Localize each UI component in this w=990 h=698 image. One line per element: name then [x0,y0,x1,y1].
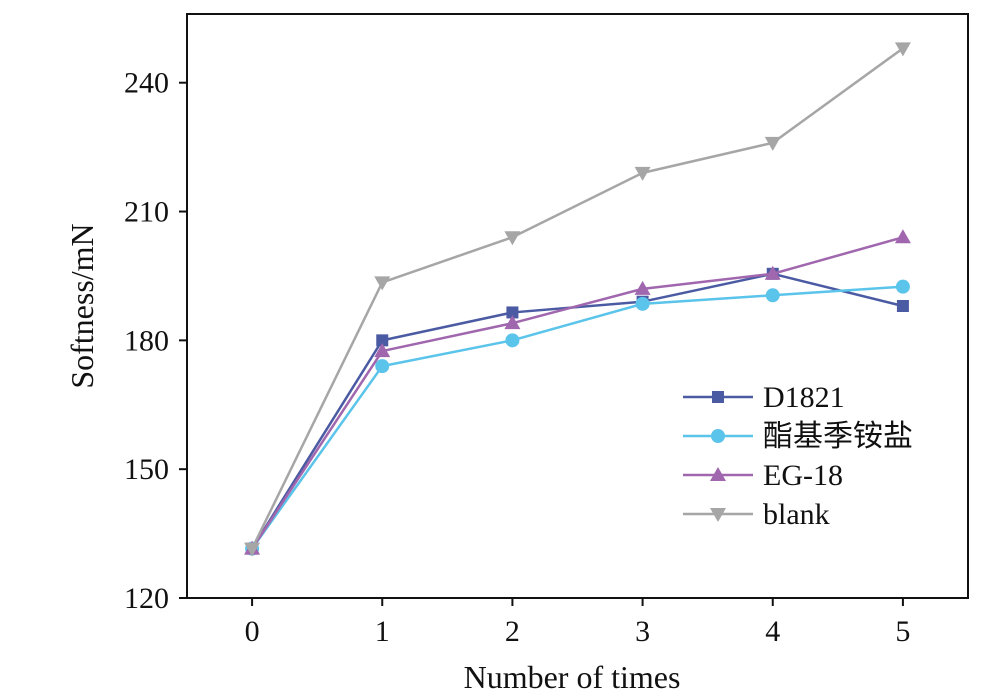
y-tick-label: 180 [124,324,169,357]
data-point [894,42,911,57]
series-blank [244,42,911,557]
legend-item: D1821 [683,381,845,414]
legend-item: blank [683,498,830,531]
x-tick-label: 3 [635,615,650,648]
series-line [251,285,903,550]
y-axis-label: Softness/mN [64,223,100,388]
data-point [375,359,390,374]
x-tick-label: 4 [765,615,780,648]
legend-item: EG-18 [683,459,843,492]
y-tick-label: 210 [124,196,169,229]
data-point [374,343,391,358]
data-point [895,279,910,294]
legend-label: blank [763,498,830,531]
series-layer [244,42,911,557]
x-tick-label: 1 [375,615,390,648]
data-point [764,136,781,151]
legend-label: 酯基季铵盐 [763,420,913,453]
data-point [635,296,650,311]
data-point [376,334,389,347]
x-axis-label: Number of times [464,659,681,695]
data-point [764,265,781,280]
legend-item: 酯基季铵盐 [683,420,913,453]
data-point [634,280,651,295]
data-point [765,288,780,303]
series-line [251,236,904,550]
series-eg-18 [244,229,911,555]
x-tick-label: 5 [895,615,910,648]
series-line [250,47,904,550]
y-tick-label: 150 [124,453,169,486]
legend-marker [710,467,726,481]
data-point [244,542,261,557]
y-tick-label: 120 [124,582,169,615]
data-point [506,306,519,319]
legend: D1821 酯基季铵盐 EG-18 blank [683,381,913,531]
data-point [504,315,521,330]
axis-ticks: 0 1 2 3 4 5 120 150 180 210 240 [124,67,910,648]
legend-marker [711,429,725,443]
plot-frame [186,13,969,599]
legend-marker [710,508,726,522]
data-point [894,229,911,244]
legend-label: EG-18 [763,459,843,492]
data-point [504,231,521,246]
data-point [896,300,909,312]
legend-label: D1821 [763,381,845,414]
y-tick-label: 240 [124,67,169,100]
data-point [374,276,391,291]
x-tick-label: 2 [505,615,520,648]
data-point [634,166,651,181]
legend-marker [712,391,724,403]
data-point [505,333,520,348]
x-tick-label: 0 [245,615,260,648]
